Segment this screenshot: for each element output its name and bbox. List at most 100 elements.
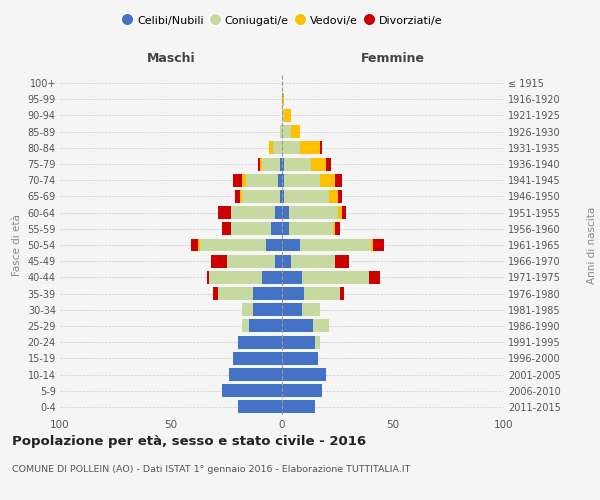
Bar	[247, 174, 278, 186]
Bar	[320, 142, 322, 154]
Bar	[282, 238, 300, 252]
Bar	[313, 320, 329, 332]
Bar	[280, 158, 282, 170]
Bar	[242, 304, 253, 316]
Bar	[333, 222, 335, 235]
Bar	[235, 190, 240, 203]
Bar	[282, 158, 284, 170]
Bar	[271, 222, 282, 235]
Bar	[289, 222, 333, 235]
Bar	[371, 238, 373, 252]
Bar	[329, 190, 337, 203]
Bar	[282, 336, 316, 348]
Bar	[373, 238, 384, 252]
Bar	[300, 238, 371, 252]
Bar	[335, 222, 340, 235]
Bar	[253, 304, 282, 316]
Bar	[266, 238, 282, 252]
Bar	[289, 206, 337, 219]
Bar	[302, 271, 368, 284]
Text: Femmine: Femmine	[361, 52, 425, 65]
Bar	[282, 304, 302, 316]
Bar	[282, 254, 291, 268]
Bar	[282, 174, 284, 186]
Bar	[275, 254, 282, 268]
Text: COMUNE DI POLLEIN (AO) - Dati ISTAT 1° gennaio 2016 - Elaborazione TUTTITALIA.IT: COMUNE DI POLLEIN (AO) - Dati ISTAT 1° g…	[12, 465, 410, 474]
Bar	[284, 109, 291, 122]
Bar	[242, 320, 249, 332]
Bar	[191, 238, 197, 252]
Bar	[284, 158, 311, 170]
Bar	[291, 125, 300, 138]
Bar	[231, 206, 275, 219]
Bar	[282, 271, 302, 284]
Bar	[280, 190, 282, 203]
Bar	[231, 222, 271, 235]
Bar	[238, 336, 282, 348]
Bar	[316, 336, 320, 348]
Bar	[282, 93, 284, 106]
Bar	[282, 142, 300, 154]
Bar	[300, 142, 320, 154]
Text: Anni di nascita: Anni di nascita	[587, 206, 597, 284]
Bar	[253, 287, 282, 300]
Bar	[337, 206, 342, 219]
Bar	[368, 271, 380, 284]
Bar	[273, 142, 282, 154]
Bar	[291, 254, 335, 268]
Bar	[206, 271, 209, 284]
Text: Popolazione per età, sesso e stato civile - 2016: Popolazione per età, sesso e stato civil…	[12, 435, 366, 448]
Bar	[280, 125, 282, 138]
Bar	[218, 287, 253, 300]
Bar	[242, 190, 280, 203]
Bar	[282, 125, 291, 138]
Bar	[320, 174, 335, 186]
Bar	[282, 287, 304, 300]
Bar	[282, 320, 313, 332]
Bar	[227, 254, 275, 268]
Bar	[302, 304, 320, 316]
Bar	[282, 206, 289, 219]
Bar	[222, 222, 231, 235]
Bar	[257, 158, 260, 170]
Bar	[262, 158, 280, 170]
Bar	[260, 158, 262, 170]
Bar	[218, 206, 231, 219]
Bar	[340, 287, 344, 300]
Bar	[311, 158, 326, 170]
Text: Maschi: Maschi	[146, 52, 196, 65]
Bar	[282, 352, 317, 365]
Bar	[282, 222, 289, 235]
Bar	[337, 190, 342, 203]
Bar	[229, 368, 282, 381]
Bar	[233, 352, 282, 365]
Bar	[209, 271, 262, 284]
Bar	[282, 384, 322, 397]
Bar	[335, 254, 349, 268]
Bar	[249, 320, 282, 332]
Bar	[222, 384, 282, 397]
Bar	[335, 174, 342, 186]
Bar	[233, 174, 242, 186]
Bar	[284, 190, 329, 203]
Bar	[326, 158, 331, 170]
Legend: Celibi/Nubili, Coniugati/e, Vedovi/e, Divorziati/e: Celibi/Nubili, Coniugati/e, Vedovi/e, Di…	[117, 10, 447, 30]
Bar	[282, 109, 284, 122]
Bar	[211, 254, 227, 268]
Bar	[275, 206, 282, 219]
Bar	[262, 271, 282, 284]
Bar	[282, 368, 326, 381]
Bar	[304, 287, 340, 300]
Bar	[200, 238, 266, 252]
Y-axis label: Fasce di età: Fasce di età	[12, 214, 22, 276]
Bar	[282, 190, 284, 203]
Bar	[342, 206, 346, 219]
Bar	[284, 174, 320, 186]
Bar	[238, 400, 282, 413]
Bar	[282, 400, 316, 413]
Bar	[269, 142, 273, 154]
Bar	[242, 174, 247, 186]
Bar	[197, 238, 200, 252]
Bar	[240, 190, 242, 203]
Bar	[213, 287, 218, 300]
